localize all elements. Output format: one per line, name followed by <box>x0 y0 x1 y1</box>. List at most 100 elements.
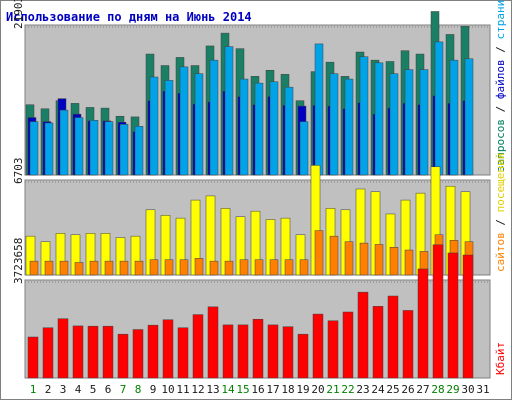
bar-kbytes-24 <box>372 306 384 379</box>
x-tick-label: 31 <box>476 383 489 396</box>
bar-hits-16 <box>254 82 264 176</box>
bar-kbytes-3 <box>57 318 69 379</box>
bar-visits-19 <box>299 259 309 276</box>
x-tick-label: 13 <box>206 383 219 396</box>
bar-kbytes-22 <box>342 311 354 379</box>
x-tick-label: 26 <box>401 383 414 396</box>
bar-visits-26 <box>404 249 414 276</box>
legend-text: / <box>494 40 507 60</box>
panel-hits-max-label: 21903 <box>12 0 25 29</box>
bar-hits-4 <box>74 117 84 176</box>
x-tick-label: 6 <box>105 383 112 396</box>
bar-kbytes-26 <box>402 310 414 379</box>
legend-text: сайтов <box>494 232 507 272</box>
bar-kbytes-8 <box>132 329 144 379</box>
x-tick-label: 23 <box>356 383 369 396</box>
bar-visits-25 <box>389 247 399 276</box>
x-tick-label: 3 <box>60 383 67 396</box>
bar-hits-30 <box>464 58 474 176</box>
bar-hits-28 <box>434 41 444 176</box>
bar-kbytes-7 <box>117 333 129 379</box>
bar-hits-18 <box>284 86 294 176</box>
bar-hits-20 <box>314 43 324 176</box>
bar-visits-22 <box>344 241 354 276</box>
bar-kbytes-9 <box>147 324 159 379</box>
bar-hits-9 <box>149 76 159 176</box>
bar-hits-15 <box>239 78 249 176</box>
x-tick-label: 19 <box>296 383 309 396</box>
x-tick-label: 7 <box>120 383 127 396</box>
bar-visits-11 <box>179 259 189 276</box>
legend-text: / <box>494 212 507 232</box>
x-tick-label: 8 <box>135 383 142 396</box>
bar-visits-24 <box>374 244 384 276</box>
bar-hits-23 <box>359 56 369 176</box>
bar-kbytes-5 <box>87 325 99 379</box>
x-tick-label: 28 <box>431 383 444 396</box>
bar-visits-23 <box>359 242 369 276</box>
bar-visits-1 <box>29 260 39 276</box>
x-tick-label: 15 <box>236 383 249 396</box>
bar-hits-2 <box>44 122 54 176</box>
bar-hits-13 <box>209 59 219 176</box>
bar-hits-17 <box>269 81 279 176</box>
bar-hits-14 <box>224 46 234 176</box>
bar-hits-8 <box>134 126 144 176</box>
bar-kbytes-29 <box>447 252 459 379</box>
x-tick-label: 12 <box>191 383 204 396</box>
bar-hits-25 <box>389 73 399 176</box>
bar-visits-8 <box>134 260 144 276</box>
bar-visits-7 <box>119 260 129 276</box>
bar-hits-27 <box>419 69 429 176</box>
legend-text: Кбайт <box>494 342 507 375</box>
bar-hits-7 <box>119 124 129 176</box>
x-tick-label: 16 <box>251 383 264 396</box>
panel-kbytes-max-label: 3723658 <box>12 238 25 284</box>
x-tick-label: 11 <box>176 383 189 396</box>
bar-hits-19 <box>299 121 309 176</box>
bar-kbytes-6 <box>102 325 114 379</box>
bar-hits-22 <box>344 78 354 176</box>
bar-kbytes-14 <box>222 324 234 379</box>
x-tick-label: 5 <box>90 383 97 396</box>
bar-kbytes-18 <box>282 326 294 379</box>
bar-kbytes-17 <box>267 324 279 379</box>
bar-visits-20 <box>314 230 324 276</box>
bar-visits-14 <box>224 260 234 276</box>
panel-kbytes-legend: Кбайт <box>494 342 507 375</box>
bar-hits-5 <box>89 120 99 176</box>
bar-visits-21 <box>329 235 339 276</box>
x-tick-label: 25 <box>386 383 399 396</box>
bar-visits-16 <box>254 259 264 276</box>
x-tick-label: 21 <box>326 383 339 396</box>
bar-kbytes-28 <box>432 244 444 379</box>
chart-title: Использование по дням на Июнь 2014 <box>6 10 252 24</box>
bar-hits-1 <box>29 121 39 176</box>
bar-kbytes-23 <box>357 291 369 379</box>
bar-hits-3 <box>59 109 69 176</box>
x-tick-label: 18 <box>281 383 294 396</box>
bar-kbytes-13 <box>207 306 219 379</box>
bar-visits-13 <box>209 260 219 276</box>
x-tick-label: 29 <box>446 383 459 396</box>
bar-hits-12 <box>194 73 204 176</box>
chart-panels: 21903 запросов / файлов / страниц 6703 сайт… <box>12 0 507 379</box>
legend-text: страниц <box>494 0 507 40</box>
bar-kbytes-12 <box>192 314 204 379</box>
bar-visits-6 <box>104 260 114 276</box>
bar-kbytes-15 <box>237 324 249 379</box>
x-tick-label: 24 <box>371 383 385 396</box>
legend-text: / <box>494 99 507 119</box>
x-tick-label: 22 <box>341 383 354 396</box>
bar-hits-29 <box>449 59 459 176</box>
bar-kbytes-20 <box>312 313 324 379</box>
x-tick-label: 9 <box>150 383 157 396</box>
legend-text: запросов <box>494 119 507 172</box>
bar-kbytes-21 <box>327 320 339 379</box>
x-tick-label: 27 <box>416 383 429 396</box>
bar-kbytes-30 <box>462 254 474 379</box>
bar-kbytes-10 <box>162 319 174 379</box>
bar-visits-5 <box>89 260 99 276</box>
bar-hits-6 <box>104 121 114 176</box>
bar-kbytes-27 <box>417 268 429 379</box>
